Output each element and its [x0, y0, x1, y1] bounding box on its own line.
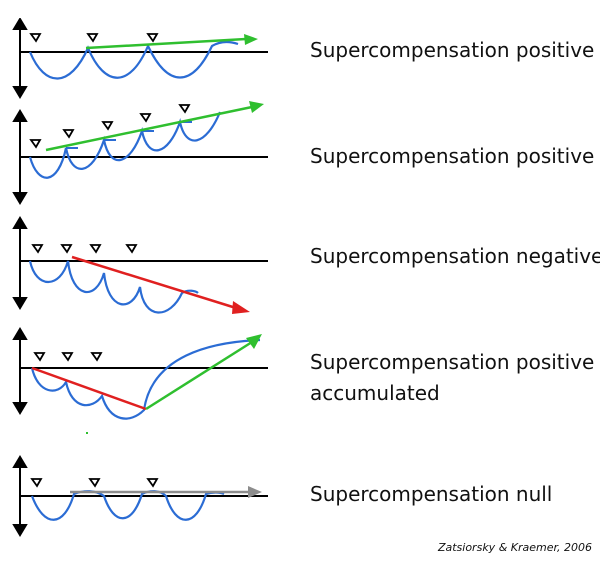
panel-label: Supercompensation positive: [310, 35, 594, 66]
panel-1: Supercompensation positive: [0, 18, 600, 100]
recovery-curve: [30, 490, 225, 521]
label-line: Supercompensation negative: [310, 244, 600, 268]
training-stimulus-marker-icon: [33, 352, 46, 362]
training-stimulus-marker-icon: [86, 33, 99, 43]
training-stimulus-marker-icon: [31, 244, 44, 254]
stimulus-markers: [31, 244, 138, 254]
training-stimulus-marker-icon: [30, 478, 43, 488]
arrowhead-icon: [246, 334, 262, 349]
vertical-axis: [12, 327, 28, 415]
fatigue-trend-line: [31, 366, 147, 411]
vertical-axis: [12, 216, 28, 310]
recovery-curve: [28, 260, 199, 314]
vertical-axis: [12, 18, 28, 99]
panel-5: Supercompensation null: [0, 454, 600, 540]
arrowhead-icon: [232, 301, 250, 314]
panel-label: Supercompensation positive: [310, 141, 594, 172]
arrowhead-icon: [12, 524, 28, 537]
diagram-5: [12, 455, 268, 537]
arrowhead-icon: [248, 486, 262, 498]
trend-arrow-positive: [85, 34, 258, 50]
trend-arrow-null: [70, 486, 262, 498]
recovery-curve: [28, 111, 222, 179]
arrowhead-icon: [249, 101, 264, 113]
training-stimulus-marker-icon: [89, 244, 102, 254]
training-stimulus-marker-icon: [88, 478, 101, 488]
arrowhead-icon: [12, 86, 28, 99]
citation: Zatsiorsky & Kraemer, 2006: [437, 541, 592, 554]
training-stimulus-marker-icon: [90, 352, 103, 362]
training-stimulus-marker-icon: [139, 113, 152, 123]
arrowhead-icon: [12, 402, 28, 415]
stimulus-markers: [30, 478, 159, 488]
training-stimulus-marker-icon: [101, 121, 114, 131]
stray-mark: [86, 432, 88, 434]
diagram-1: [12, 18, 268, 99]
label-line: Supercompensation positive: [310, 350, 595, 374]
arrowhead-icon: [12, 192, 28, 205]
panel-label: Supercompensation negative: [310, 241, 600, 272]
arrowhead-icon: [12, 455, 28, 468]
trend-arrow-positive: [45, 101, 264, 152]
panel-4: Supercompensation positive accumulated: [0, 326, 600, 444]
training-stimulus-marker-icon: [178, 104, 191, 114]
panel-label: Supercompensation positive accumulated: [310, 347, 594, 409]
label-line: Supercompensation positive: [310, 144, 595, 168]
label-line: Supercompensation positive: [310, 38, 595, 62]
panel-2: Supercompensation positive: [0, 98, 600, 208]
recovery-curve: [30, 338, 261, 420]
training-stimulus-marker-icon: [146, 33, 159, 43]
label-line: accumulated: [310, 381, 440, 405]
arrowhead-icon: [12, 109, 28, 122]
supercompensation-peaks: [66, 121, 192, 149]
arrowhead-icon: [12, 18, 28, 30]
stimulus-markers: [33, 352, 103, 362]
panel-label: Supercompensation null: [310, 479, 552, 510]
training-stimulus-marker-icon: [62, 129, 75, 139]
trend-arrow-negative: [71, 255, 250, 314]
training-stimulus-marker-icon: [61, 352, 74, 362]
arrowhead-icon: [244, 34, 258, 45]
training-stimulus-marker-icon: [29, 139, 42, 149]
arrowhead-icon: [12, 327, 28, 340]
training-stimulus-marker-icon: [29, 33, 42, 43]
label-line: Supercompensation null: [310, 482, 553, 506]
arrowhead-icon: [12, 216, 28, 229]
training-stimulus-marker-icon: [146, 478, 159, 488]
panel-3: Supercompensation negative: [0, 215, 600, 320]
stimulus-markers: [29, 104, 191, 149]
training-stimulus-marker-icon: [125, 244, 138, 254]
trend-arrow-positive: [145, 334, 262, 411]
diagram-3: [12, 216, 268, 314]
diagram-4: [12, 327, 268, 434]
stimulus-markers: [29, 33, 159, 43]
training-stimulus-marker-icon: [60, 244, 73, 254]
arrowhead-icon: [12, 297, 28, 310]
recovery-curve: [28, 40, 239, 80]
diagram-2: [12, 101, 268, 205]
